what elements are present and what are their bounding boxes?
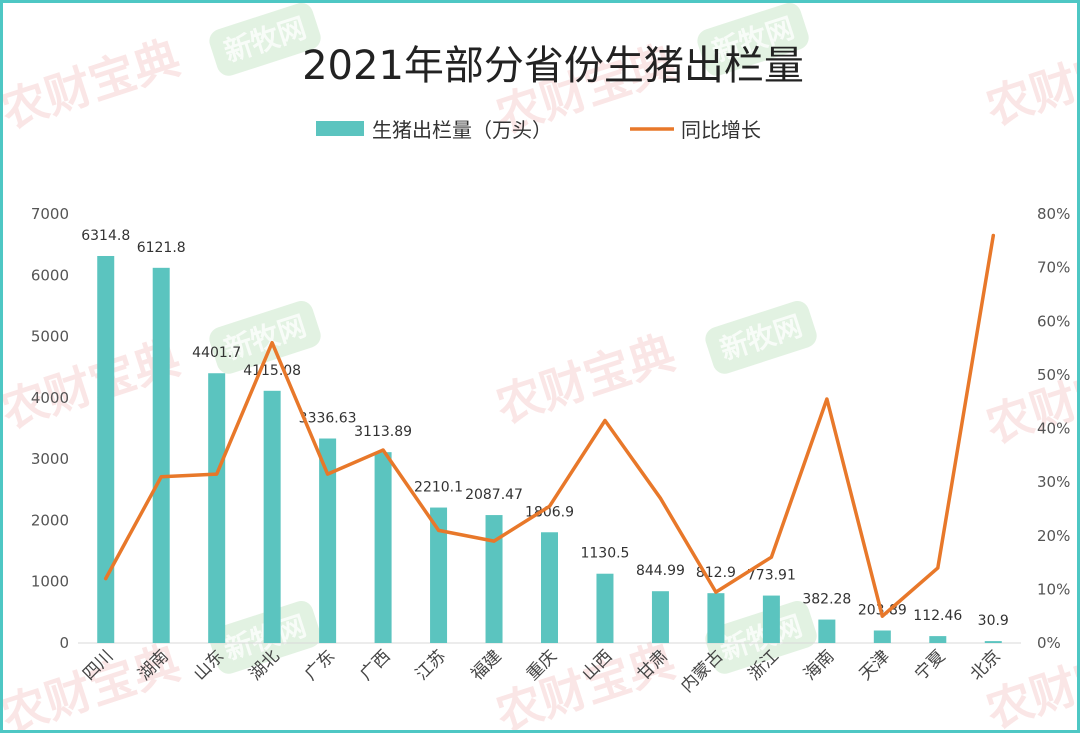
bar-data-label: 2087.47 [465, 487, 523, 503]
legend: 生猪出栏量（万头） 同比增长 [316, 118, 761, 142]
growth-line-point [326, 472, 330, 476]
bar-data-label: 844.99 [636, 563, 685, 579]
right-axis-tick-label: 20% [1037, 527, 1070, 545]
bar [818, 619, 836, 643]
category-label: 天津 [856, 646, 894, 684]
bar-data-label: 3336.63 [299, 411, 357, 427]
bar [929, 636, 947, 643]
growth-line-point [104, 577, 108, 581]
right-axis-tick-label: 60% [1037, 312, 1070, 330]
chart-title: 2021年部分省份生猪出栏量 [302, 43, 804, 89]
bar [319, 438, 337, 643]
left-axis-tick-label: 5000 [31, 328, 69, 346]
bar [374, 452, 392, 643]
legend-line-label: 同比增长 [681, 118, 761, 142]
right-axis-tick-label: 30% [1037, 473, 1070, 491]
left-axis-tick-label: 4000 [31, 389, 69, 407]
bar [263, 390, 281, 643]
growth-line-point [159, 475, 163, 479]
left-axis-tick-label: 1000 [31, 573, 69, 591]
bar-data-label: 30.9 [978, 613, 1009, 629]
growth-line-point [825, 397, 829, 401]
growth-line-point [270, 341, 274, 345]
growth-line-point [880, 614, 884, 618]
growth-line-point [658, 496, 662, 500]
watermark-badge-shape [705, 600, 817, 674]
left-axis-tick-label: 3000 [31, 450, 69, 468]
bar [762, 595, 780, 643]
bar [152, 267, 170, 643]
growth-line-point [548, 504, 551, 508]
bar [873, 630, 891, 643]
watermark-badge: 新牧网 [705, 300, 817, 374]
growth-line-point [603, 418, 607, 422]
bar-data-label: 4401.7 [192, 345, 241, 361]
category-label: 海南 [800, 646, 838, 684]
bar-data-label: 4115.08 [243, 363, 301, 379]
right-axis-tick-label: 50% [1037, 366, 1070, 384]
watermark-text: 农财宝典 [490, 633, 682, 730]
watermark-badge-shape [697, 3, 809, 76]
bar-data-label: 1130.5 [580, 546, 629, 562]
bar [208, 373, 226, 643]
bar-data-label: 382.28 [802, 592, 851, 608]
bar [596, 573, 614, 643]
watermark-badge-shape [209, 300, 321, 374]
chart-svg: 农财宝典 农财宝典 农财宝典农财宝典 农财宝典 农财宝典农财宝典 农财宝典 农财宝典新牧网新… [3, 3, 1077, 730]
left-axis-tick-label: 7000 [31, 205, 69, 223]
right-axis-tick-label: 40% [1037, 420, 1070, 438]
bar [430, 507, 448, 643]
right-axis: 0% 10% 20% 30% 40% 50% 60% 70% 80% [1037, 205, 1070, 652]
legend-bar-swatch [316, 121, 364, 136]
left-axis-tick-label: 0 [59, 634, 69, 652]
bar [541, 532, 558, 643]
growth-line-point [714, 590, 718, 594]
growth-line-point [492, 539, 496, 543]
bar [97, 255, 115, 643]
bar-data-label: 1806.9 [525, 504, 574, 520]
left-axis: 0 1000 2000 3000 4000 5000 6000 7000 [31, 205, 69, 652]
right-axis-tick-label: 0% [1037, 634, 1061, 652]
category-label: 广西 [356, 646, 394, 684]
bar [485, 515, 503, 643]
bar [707, 593, 725, 643]
category-label: 福建 [467, 646, 505, 684]
growth-line-point [769, 555, 773, 559]
category-label: 江苏 [412, 646, 450, 684]
watermark-text: 农财宝典 [980, 630, 1077, 730]
growth-line-point [991, 233, 995, 237]
right-axis-tick-label: 70% [1037, 259, 1070, 277]
left-axis-tick-label: 6000 [31, 266, 69, 284]
bar-data-label: 112.46 [913, 608, 962, 624]
left-axis-tick-label: 2000 [31, 511, 69, 529]
bar-data-label: 773.91 [747, 568, 796, 584]
right-axis-tick-label: 10% [1037, 580, 1070, 598]
bar-series [97, 255, 1002, 643]
category-label: 广东 [301, 646, 339, 684]
bar [651, 591, 669, 643]
bar [984, 641, 1002, 643]
category-label: 北京 [967, 646, 1005, 684]
watermark-badge-shape [209, 3, 321, 76]
line-series [103, 233, 996, 618]
bar-data-label: 3113.89 [354, 424, 412, 440]
bar-data-label: 6121.8 [137, 240, 186, 256]
watermark-text: 农财宝典 [490, 325, 682, 433]
right-axis-tick-label: 80% [1037, 205, 1070, 223]
watermark-text: 农财宝典 [3, 30, 186, 138]
bar-data-label: 2210.1 [414, 480, 463, 496]
watermark-text: 农财宝典 [980, 27, 1077, 135]
watermark-badge-shape [705, 300, 817, 374]
legend-bar-label: 生猪出栏量（万头） [372, 118, 552, 142]
growth-line-point [215, 472, 219, 476]
growth-line-point [936, 566, 940, 570]
growth-line-point [381, 448, 385, 452]
growth-line-point [437, 528, 441, 532]
bar-data-label: 6314.8 [81, 228, 130, 244]
category-label: 宁夏 [911, 646, 949, 684]
